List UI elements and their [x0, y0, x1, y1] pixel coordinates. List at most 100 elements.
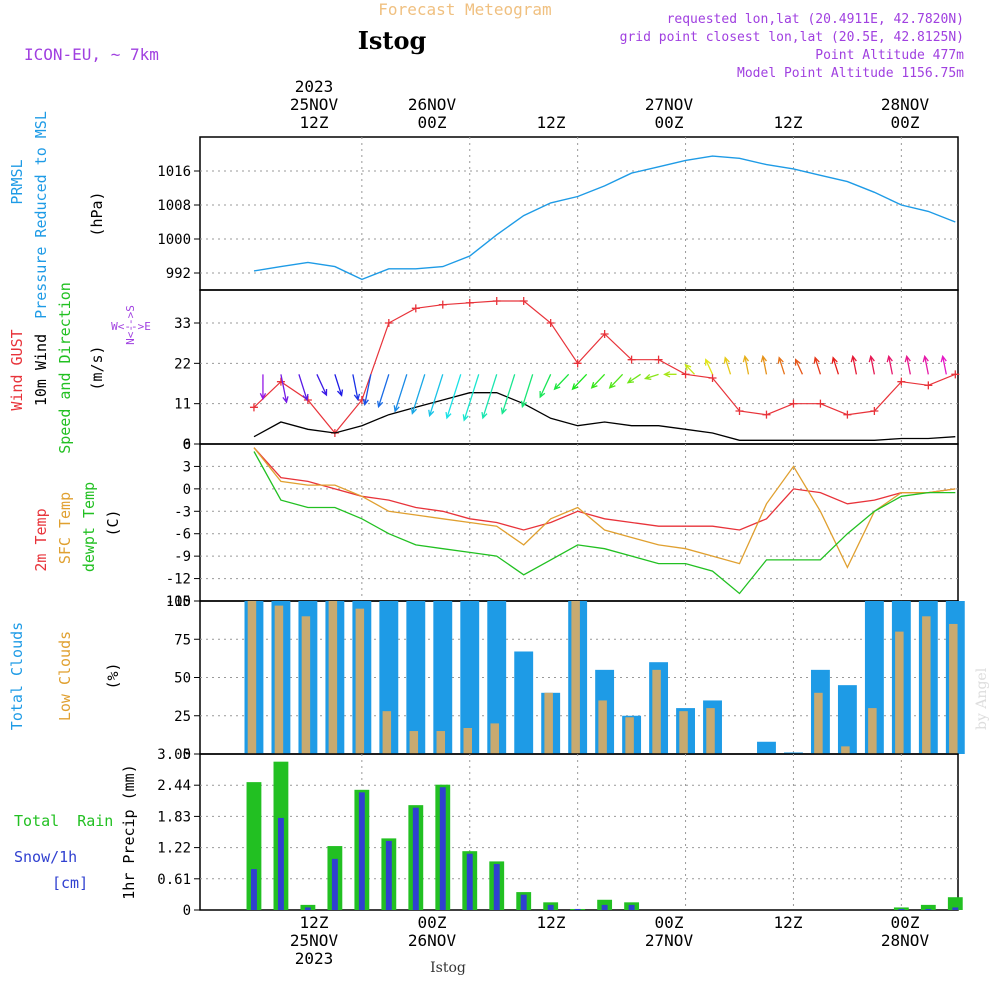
bottom-hour-label: 00Z — [655, 913, 684, 932]
bottom-hour-label: 00Z — [891, 913, 920, 932]
plot-panels: 9921000100810160112233-15-12-9-6-3036025… — [157, 136, 965, 919]
total-cloud-bar — [433, 601, 453, 754]
wind-direction-arrow — [393, 374, 408, 413]
snow-bar — [304, 907, 311, 910]
cloud-panel-labels: Total Clouds Low Clouds (%) — [8, 622, 122, 730]
wind-speed-line — [253, 392, 956, 441]
wind-direction-arrow — [684, 363, 696, 375]
y-tick-label: 11 — [174, 397, 191, 413]
wind-direction-arrow — [410, 374, 426, 415]
low-cloud-bar — [544, 692, 553, 754]
wind-direction-arrow — [813, 356, 822, 375]
y-tick-label: -9 — [174, 549, 191, 565]
wind-direction-arrow — [462, 374, 480, 422]
low-cloud-bar — [814, 692, 823, 754]
wind-direction-arrow — [777, 356, 786, 375]
bottom-hour-label: 00Z — [418, 913, 447, 932]
gust-marker — [600, 330, 609, 338]
pressure-unit: (hPa) — [88, 191, 106, 236]
snow-title: Snow/1h — [14, 848, 77, 866]
dewpoint-title: dewpt Temp — [80, 482, 98, 572]
low-cloud-bar — [625, 717, 634, 754]
wind-direction-arrow — [500, 374, 516, 415]
total-clouds-title: Total Clouds — [8, 622, 26, 730]
snow-bar — [952, 907, 959, 910]
bottom-day-label: 25NOV — [290, 931, 339, 950]
y-tick-label: 2.44 — [157, 778, 191, 794]
wind-panel: 0 11 22 33 — [174, 289, 960, 453]
snow-bar — [898, 908, 905, 910]
temp-panel-labels: 2m Temp SFC Temp dewpt Temp (C) — [32, 482, 122, 572]
total-cloud-bar — [757, 741, 776, 754]
rain-bar — [947, 897, 963, 910]
wind-direction-arrow — [428, 374, 444, 418]
panel-frame — [199, 443, 959, 602]
total-cloud-bar — [837, 685, 857, 754]
credit-label: by Angel — [974, 667, 990, 730]
gust-marker — [735, 407, 744, 415]
low-cloud-bar — [922, 616, 931, 754]
wind-direction-arrow — [608, 373, 624, 389]
y-tick-label: 100 — [166, 594, 191, 610]
rain-title: Total Rain — [14, 812, 113, 830]
rain-bar — [893, 907, 909, 910]
point-altitude: Point Altitude 477m — [815, 48, 964, 63]
temp2m-line — [253, 447, 956, 531]
snow-bar — [925, 908, 932, 910]
snow-bar — [601, 904, 608, 910]
wind-title: 10m Wind — [32, 334, 50, 406]
low-cloud-bar — [571, 601, 580, 754]
low-cloud-bar — [247, 601, 257, 754]
pressure-panel: 992 1000 1008 1016 — [157, 136, 959, 291]
y-tick-label: 33 — [174, 316, 191, 332]
bottom-hour-label: 12Z — [774, 913, 803, 932]
wind-panel-labels: Wind GUST 10m Wind Speed and Direction (… — [8, 282, 151, 454]
low-cloud-bar — [463, 727, 472, 754]
low-cloud-bar — [652, 669, 661, 754]
snow-bar — [439, 787, 446, 910]
gust-marker — [357, 396, 366, 404]
panel-frame — [199, 136, 959, 291]
y-tick-label: 3 — [183, 459, 191, 475]
bottom-hour-label: 12Z — [537, 913, 566, 932]
wind-direction-arrow — [298, 374, 309, 402]
pressure-panel-labels: PRMSL Pressure Reduced to MSL (hPa) — [8, 111, 106, 319]
wind-direction-arrow — [742, 354, 750, 375]
cloud-unit: (%) — [104, 662, 122, 689]
wind-direction-arrow — [520, 374, 534, 409]
bottom-day-label: 27NOV — [645, 931, 694, 950]
wind-direction-arrow — [922, 354, 929, 375]
gust-marker — [384, 319, 393, 327]
gust-marker — [411, 304, 420, 313]
gust-title: Wind GUST — [8, 329, 26, 410]
y-tick-label: -12 — [166, 572, 191, 588]
gust-marker — [249, 403, 258, 412]
low-cloud-bar — [706, 708, 715, 754]
low-cloud-bar — [598, 700, 607, 754]
pressure-subtitle: Pressure Reduced to MSL — [32, 111, 50, 319]
gust-marker — [492, 297, 501, 305]
gust-marker — [465, 298, 474, 307]
snow-bar — [520, 894, 527, 910]
total-cloud-bar — [460, 601, 480, 754]
low-cloud-bar — [274, 605, 284, 754]
wind-direction-arrow — [940, 354, 947, 375]
y-tick-label: 6 — [183, 437, 191, 453]
y-tick-label: 0.61 — [157, 872, 191, 888]
y-tick-label: 0 — [183, 437, 191, 453]
gust-marker — [762, 410, 771, 419]
snow-bar — [250, 869, 257, 910]
bottom-day-label: 28NOV — [881, 931, 930, 950]
y-tick-label: 1.83 — [157, 809, 191, 825]
snow-unit: [cm] — [52, 874, 88, 892]
rain-bar — [246, 782, 262, 910]
direction-title: Speed and Direction — [56, 282, 74, 454]
sfc-temp-line — [253, 447, 956, 569]
compass-we: W<-->E — [111, 320, 151, 333]
y-tick-label: 25 — [174, 709, 191, 725]
wind-direction-arrow — [334, 374, 344, 397]
panel-frame — [199, 753, 959, 911]
wind-direction-arrow — [760, 354, 768, 375]
wind-direction-arrow — [259, 374, 267, 401]
grid-point-coords: grid point closest lon,lat (20.5E, 42.81… — [620, 30, 964, 45]
